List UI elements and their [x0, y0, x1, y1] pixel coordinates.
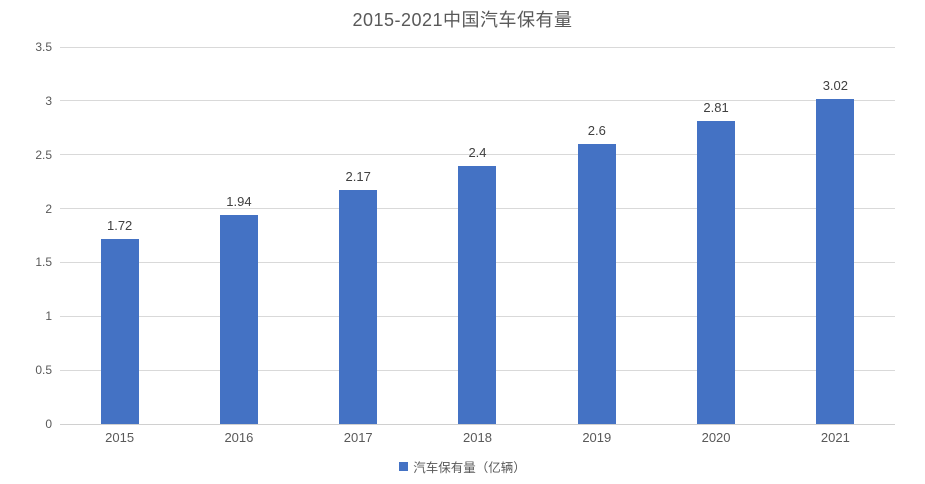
x-tick-label: 2015: [105, 430, 135, 445]
gridline: [60, 100, 895, 102]
bar-value-label: 2.17: [345, 169, 371, 185]
legend-label: 汽车保有量（亿辆）: [413, 461, 526, 475]
bar-value-label: 1.94: [226, 194, 252, 210]
bar-value-label: 1.72: [106, 217, 133, 233]
y-tick-label: 0.5: [35, 363, 52, 378]
bar-2015: [100, 238, 139, 424]
bar-column: 1.72: [60, 47, 179, 424]
bar-2020: [697, 121, 736, 424]
x-tick-label: 2021: [820, 430, 850, 445]
bar-2021: [816, 98, 855, 424]
y-tick-label: 2.5: [35, 147, 52, 162]
y-tick-label: 1: [45, 309, 52, 324]
bar-column: 3.02: [776, 47, 895, 424]
gridline: [60, 46, 895, 48]
bar-value-label: 2.81: [703, 100, 729, 116]
gridline: [60, 154, 895, 156]
x-tick-label: 2018: [463, 430, 492, 445]
legend: 汽车保有量（亿辆）: [0, 457, 925, 476]
bar-column: 2.17: [299, 47, 418, 424]
bar-2018: [458, 165, 497, 424]
x-tick-label: 2016: [224, 430, 254, 445]
x-tick-label: 2019: [582, 430, 612, 445]
bar-value-label: 2.4: [468, 144, 487, 160]
y-tick-label: 1.5: [35, 255, 52, 270]
x-axis: 2015 2016 2017 2018 2019 2020 2021: [60, 430, 895, 448]
bar-2017: [339, 190, 378, 424]
chart-title: 2015-2021中国汽车保有量: [352, 10, 573, 30]
bar-column: 2.4: [418, 47, 537, 424]
y-axis: 0 0.5 1 1.5 2 2.5 3 3.5: [0, 40, 52, 431]
y-tick-label: 0: [45, 417, 52, 431]
legend-marker-icon: [399, 462, 409, 471]
x-axis-line: [60, 423, 895, 425]
bar-value-label: 2.6: [587, 122, 606, 138]
bar-column: 2.6: [537, 47, 656, 424]
y-tick-label: 3.5: [35, 40, 52, 54]
bar-2019: [577, 143, 616, 424]
x-tick-label: 2020: [701, 430, 731, 445]
plot-area: 1.72 1.94 2.17 2.4 2.6 2.81 3.02: [60, 46, 895, 425]
bar-value-label: 3.02: [822, 77, 848, 93]
bar-2016: [219, 215, 258, 424]
y-tick-label: 2: [45, 201, 52, 216]
bar-column: 2.81: [656, 47, 775, 424]
y-tick-label: 3: [45, 93, 52, 108]
bar-column: 1.94: [179, 47, 298, 424]
x-tick-label: 2017: [343, 430, 373, 445]
